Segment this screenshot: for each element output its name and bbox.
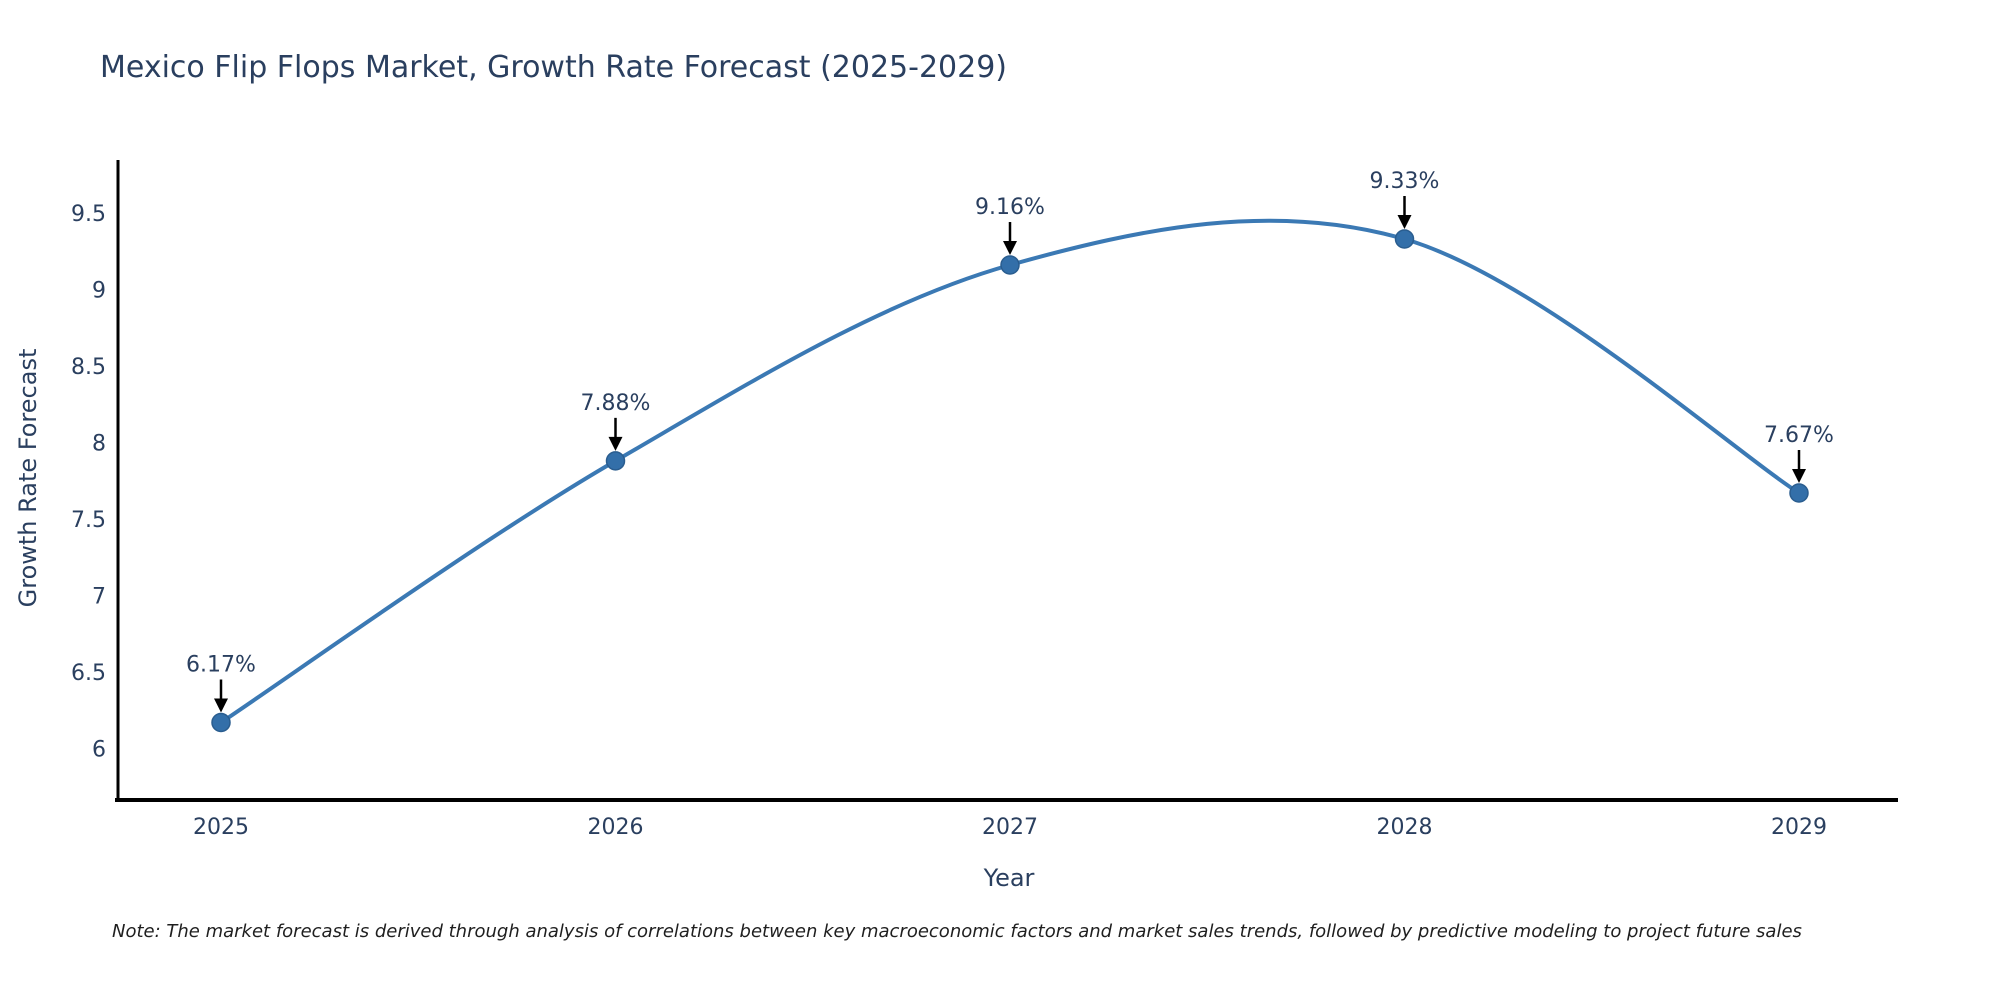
data-point-label: 7.88% xyxy=(581,391,651,416)
data-point-label: 7.67% xyxy=(1764,423,1834,448)
y-tick-label: 6.5 xyxy=(71,661,106,686)
data-point-marker xyxy=(1789,483,1809,503)
y-tick-label: 9 xyxy=(92,279,106,304)
data-point-marker xyxy=(211,712,231,733)
y-tick-label: 7 xyxy=(92,585,106,610)
y-tick-label: 7.5 xyxy=(71,508,106,533)
data-point-marker xyxy=(1000,255,1020,275)
x-tick-label: 2026 xyxy=(588,815,644,840)
annotation-arrowhead xyxy=(1792,468,1806,483)
y-tick-label: 9.5 xyxy=(71,202,106,227)
annotation-arrowhead xyxy=(1397,215,1412,230)
x-tick-label: 2025 xyxy=(193,815,249,840)
x-axis-title: Year xyxy=(983,864,1035,892)
footnote: Note: The market forecast is derived thr… xyxy=(112,921,1802,942)
y-tick-label: 8 xyxy=(92,432,106,457)
trend-line xyxy=(219,218,1801,725)
x-tick-label: 2029 xyxy=(1771,815,1827,840)
data-point-label: 9.33% xyxy=(1370,169,1440,194)
data-point-label: 9.16% xyxy=(975,195,1045,220)
y-tick-label: 6 xyxy=(92,738,106,763)
annotation-arrowhead xyxy=(1003,241,1017,256)
x-tick-label: 2028 xyxy=(1377,815,1433,840)
data-point-marker xyxy=(1394,229,1415,249)
x-tick-label: 2027 xyxy=(982,815,1038,840)
data-point-label: 6.17% xyxy=(186,652,256,677)
y-axis-title: Growth Rate Forecast xyxy=(14,348,42,608)
annotation-arrowhead xyxy=(214,698,228,713)
data-point-marker xyxy=(605,451,626,471)
annotation-arrowhead xyxy=(608,436,623,451)
chart-title: Mexico Flip Flops Market, Growth Rate Fo… xyxy=(100,50,1008,85)
y-tick-label: 8.5 xyxy=(71,355,106,380)
